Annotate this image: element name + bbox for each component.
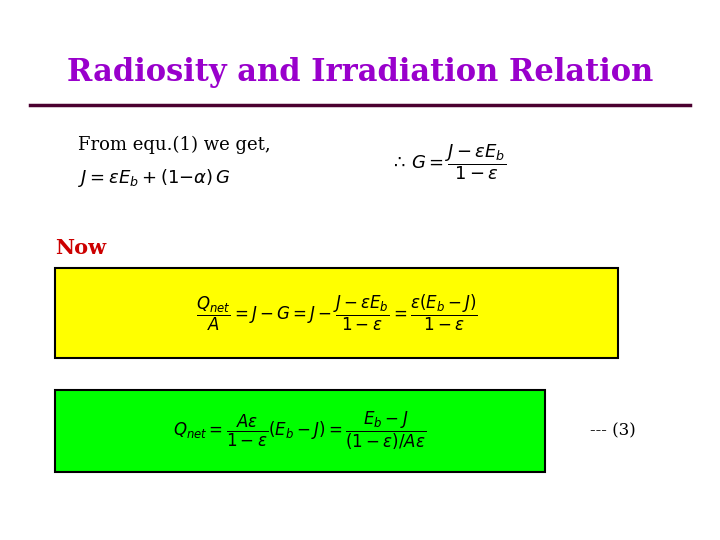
Text: From equ.(1) we get,: From equ.(1) we get, <box>78 136 271 154</box>
Text: $\therefore\, G = \dfrac{J - \varepsilon E_b}{1 - \varepsilon}$: $\therefore\, G = \dfrac{J - \varepsilon… <box>390 142 506 182</box>
Text: Now: Now <box>55 238 106 258</box>
Text: Radiosity and Irradiation Relation: Radiosity and Irradiation Relation <box>67 57 653 87</box>
Text: $J = \varepsilon E_b + (1\mathsf{-} \alpha)\, G$: $J = \varepsilon E_b + (1\mathsf{-} \alp… <box>78 167 230 189</box>
Text: --- (3): --- (3) <box>590 422 636 440</box>
Bar <box>55 390 545 472</box>
Text: $\dfrac{Q_{net}}{A} = J - G = J - \dfrac{J - \varepsilon E_b}{1-\varepsilon} = \: $\dfrac{Q_{net}}{A} = J - G = J - \dfrac… <box>196 293 477 333</box>
Text: $Q_{net} = \dfrac{A\varepsilon}{1-\varepsilon}\left(E_b - J\right) = \dfrac{E_b : $Q_{net} = \dfrac{A\varepsilon}{1-\varep… <box>174 410 426 452</box>
Bar <box>55 268 618 358</box>
